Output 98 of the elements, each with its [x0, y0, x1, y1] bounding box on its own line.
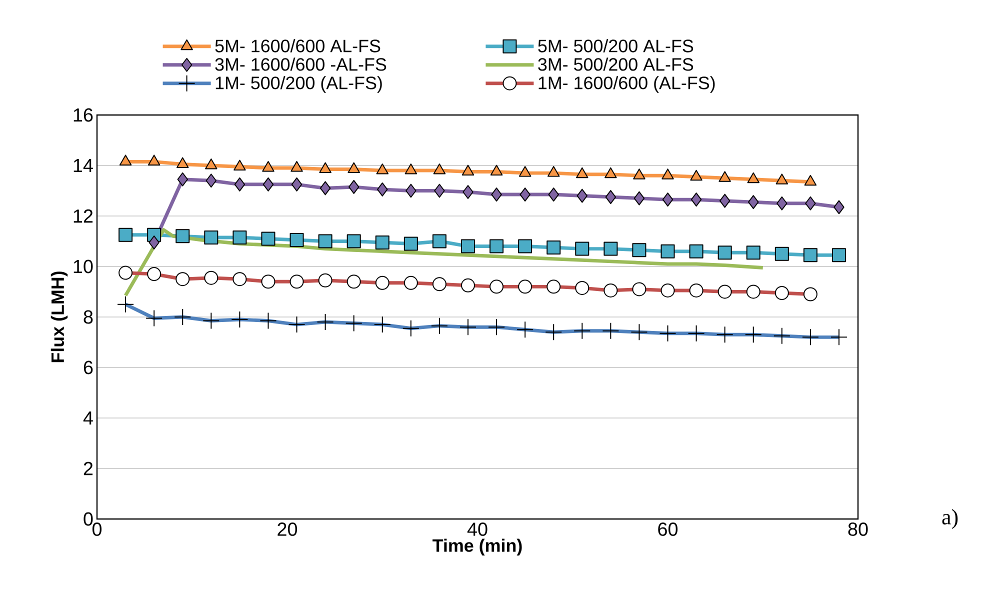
y-tick-label: 10: [74, 260, 93, 274]
point: [318, 234, 332, 248]
point: [434, 184, 445, 198]
point: [234, 177, 246, 192]
point: [119, 154, 132, 166]
point: [632, 243, 646, 258]
point: [348, 162, 360, 174]
point: [348, 180, 360, 194]
point: [662, 192, 674, 207]
legend-label: 5M- 500/200 AL-FS: [538, 39, 694, 52]
point: [718, 246, 732, 260]
point: [774, 246, 789, 261]
point: [404, 236, 418, 251]
y-tick-label: 6: [84, 360, 93, 374]
point: [518, 239, 532, 254]
point: [747, 172, 760, 184]
point: [746, 246, 760, 260]
point: [633, 168, 646, 180]
legend-label: 3M- 1600/600 -AL-FS: [215, 58, 386, 71]
y-tick-label: 2: [84, 462, 93, 476]
point: [719, 194, 730, 208]
point: [804, 174, 817, 186]
x-tick-label: 20: [278, 522, 298, 536]
point: [803, 248, 818, 262]
point: [433, 164, 446, 174]
point: [376, 164, 389, 174]
y-tick-label: 12: [74, 209, 93, 223]
point: [319, 162, 332, 174]
point: [490, 239, 504, 254]
point: [290, 161, 303, 172]
point: [575, 242, 590, 256]
point: [118, 228, 133, 242]
point: [518, 166, 532, 177]
point: [148, 154, 160, 166]
text: a): [942, 509, 958, 529]
point: [718, 171, 731, 182]
point: [690, 192, 702, 207]
point: [776, 196, 788, 210]
point: [662, 168, 674, 180]
x-axis-title: Time (min): [432, 538, 522, 556]
point: [604, 167, 617, 178]
point: [204, 230, 218, 244]
point: [261, 232, 276, 246]
point: [176, 157, 189, 168]
point: [546, 240, 561, 255]
point: [232, 230, 247, 244]
point: [805, 196, 816, 210]
point: [262, 161, 274, 172]
point: [234, 160, 246, 170]
point: [834, 200, 844, 214]
x-tick-label: 0: [92, 522, 102, 536]
y-tick-label: 0: [84, 512, 93, 526]
point: [206, 174, 217, 188]
legend-label: 1M- 500/200 (AL-FS): [216, 76, 382, 93]
point: [832, 248, 846, 262]
point: [690, 170, 702, 181]
y-tick-label: 14: [74, 158, 93, 172]
y-tick-label: 4: [83, 411, 93, 424]
point: [406, 184, 416, 198]
point: [291, 177, 302, 192]
x-tick-label: 60: [658, 522, 678, 536]
point: [520, 188, 530, 202]
point: [660, 244, 675, 258]
point: [377, 182, 388, 196]
point: [375, 236, 390, 250]
legend-label: 5M- 1600/600 AL-FS: [215, 39, 380, 52]
point: [604, 242, 618, 256]
point: [634, 191, 645, 206]
point: [605, 190, 616, 204]
point: [576, 188, 588, 203]
point: [262, 177, 274, 192]
legend-label: 3M- 500/200 AL-FS: [538, 58, 694, 71]
point: [346, 234, 361, 248]
point: [148, 236, 160, 250]
point: [404, 164, 418, 174]
point: [460, 239, 475, 254]
point: [320, 181, 331, 196]
x-tick-label: 80: [848, 522, 868, 536]
point: [776, 174, 788, 184]
legend-label: 1M- 1600/600 (AL-FS): [538, 76, 715, 93]
point: [205, 158, 218, 170]
point: [576, 167, 588, 178]
point: [432, 234, 446, 248]
point: [490, 164, 503, 176]
point: [491, 188, 502, 202]
x-tick-label: 40: [467, 522, 488, 536]
point: [547, 166, 560, 177]
point: [462, 164, 474, 176]
point: [462, 185, 474, 199]
y-tick-label: 16: [74, 108, 93, 122]
point: [689, 244, 704, 258]
point: [176, 229, 190, 244]
point: [177, 172, 188, 186]
y-axis-title: Flux (LMH): [50, 272, 68, 362]
point: [290, 232, 304, 247]
y-tick-label: 8: [84, 310, 93, 324]
point: [748, 195, 759, 210]
point: [548, 188, 559, 202]
